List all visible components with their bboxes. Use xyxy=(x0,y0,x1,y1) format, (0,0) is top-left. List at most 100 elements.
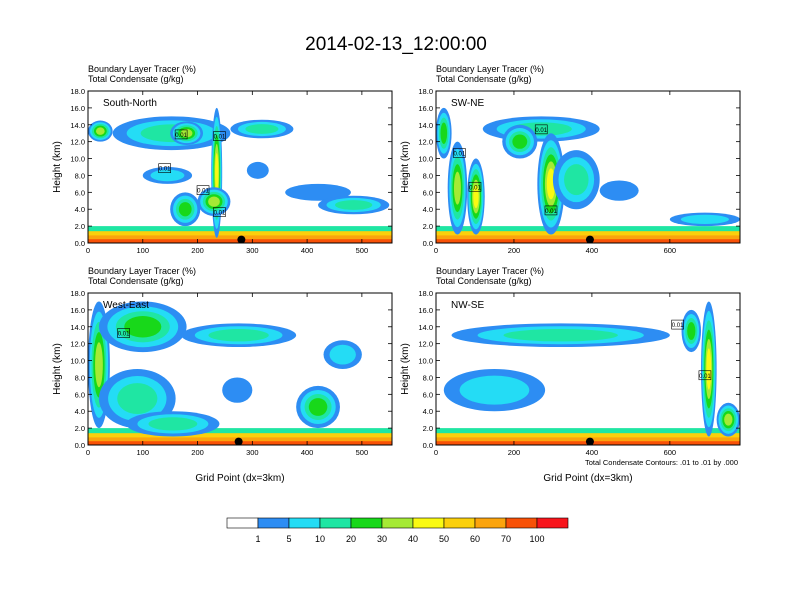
panel-west-east: 0.01 West-East Boundary Layer Tracer (%)To… xyxy=(52,266,393,484)
y-axis-title: Height (km) xyxy=(52,141,63,193)
condensate-region xyxy=(329,344,356,365)
y-tick-label: 4.0 xyxy=(75,407,85,416)
y-tick-label: 14.0 xyxy=(418,121,433,130)
condensate-region xyxy=(335,200,373,210)
location-marker xyxy=(237,235,246,243)
y-axis-title: Height (km) xyxy=(400,343,411,395)
variable-label: Total Condensate (g/kg) xyxy=(436,74,532,84)
condensate-region xyxy=(246,161,269,179)
colorbar-swatch xyxy=(350,517,383,529)
region-label: SW-NE xyxy=(451,98,484,109)
condensate-region xyxy=(473,184,479,209)
colorbar-swatch xyxy=(443,517,476,529)
contour-label: 0.01 xyxy=(175,133,187,139)
condensate-region xyxy=(687,322,696,340)
contour-label: 0.01 xyxy=(197,189,209,195)
condensate-region xyxy=(680,214,730,225)
plot-frame xyxy=(435,90,741,244)
plot-frame xyxy=(87,292,393,446)
location-marker xyxy=(585,437,594,445)
colorbar-label: 100 xyxy=(529,534,544,544)
colorbar-label: 20 xyxy=(346,534,356,544)
x-tick-label: 400 xyxy=(301,246,314,255)
y-tick-label: 4.0 xyxy=(423,407,433,416)
condensate-region xyxy=(599,180,639,201)
y-tick-label: 10.0 xyxy=(70,357,85,366)
condensate-region xyxy=(148,417,198,431)
variable-label: Total Condensate (g/kg) xyxy=(436,276,532,286)
y-tick-label: 8.0 xyxy=(423,373,433,382)
condensate-region xyxy=(124,316,162,338)
y-tick-label: 4.0 xyxy=(423,205,433,214)
condensate-region xyxy=(724,413,733,426)
y-tick-label: 16.0 xyxy=(418,104,433,113)
colorbar-swatch xyxy=(288,517,321,529)
colorbar-swatch xyxy=(319,517,352,529)
y-tick-label: 0.0 xyxy=(75,239,85,248)
x-tick-label: 300 xyxy=(246,246,259,255)
x-tick-label: 500 xyxy=(356,448,369,457)
condensate-region xyxy=(440,122,448,144)
contour-label-box xyxy=(468,181,482,192)
contour-label-box xyxy=(158,163,171,173)
region-label: NW-SE xyxy=(451,300,484,311)
variable-label: Total Condensate (g/kg) xyxy=(88,276,184,286)
plot-area: 0.01 0.01 0.01 0.01 xyxy=(436,107,740,243)
condensate-region xyxy=(215,153,219,193)
location-marker xyxy=(234,437,243,445)
condensate-region xyxy=(503,329,618,342)
condensate-region xyxy=(208,329,269,342)
condensate-region xyxy=(564,164,589,196)
colorbar-swatch xyxy=(381,517,414,529)
panel-sw-ne: 0.01 0.01 0.01 0.01 SW-NE Boundary Layer Trac… xyxy=(400,64,741,255)
y-tick-label: 0.0 xyxy=(423,239,433,248)
condensate-region xyxy=(285,183,351,201)
y-tick-label: 14.0 xyxy=(70,323,85,332)
y-tick-label: 4.0 xyxy=(75,205,85,214)
x-tick-label: 200 xyxy=(508,246,521,255)
x-tick-label: 100 xyxy=(137,246,150,255)
y-tick-label: 6.0 xyxy=(75,188,85,197)
condensate-region xyxy=(459,375,530,405)
contour-label: 0.01 xyxy=(545,209,557,215)
contour-label: 0.01 xyxy=(469,185,481,191)
colorbar-swatch xyxy=(536,517,569,529)
colorbar-swatch xyxy=(505,517,538,529)
x-tick-label: 600 xyxy=(664,448,677,457)
contour-label-box xyxy=(534,124,548,135)
y-tick-label: 0.0 xyxy=(423,441,433,450)
contour-label-box xyxy=(544,205,558,216)
condensate-region xyxy=(308,398,328,416)
variable-label: Boundary Layer Tracer (%) xyxy=(88,266,196,276)
y-axis-title: Height (km) xyxy=(52,343,63,395)
condensate-region xyxy=(180,129,193,138)
contour-label-box xyxy=(213,207,226,217)
condensate-region xyxy=(453,171,461,205)
y-tick-label: 12.0 xyxy=(70,138,85,147)
condensate-region xyxy=(245,124,279,134)
colorbar-label: 50 xyxy=(439,534,449,544)
variable-label: Boundary Layer Tracer (%) xyxy=(436,266,544,276)
y-tick-label: 10.0 xyxy=(70,155,85,164)
y-tick-label: 2.0 xyxy=(423,424,433,433)
contour-label-box xyxy=(453,148,466,158)
contour-label-box xyxy=(698,370,712,381)
y-tick-label: 12.0 xyxy=(418,138,433,147)
y-tick-label: 18.0 xyxy=(418,87,433,96)
x-tick-label: 200 xyxy=(191,246,204,255)
colorbar-swatch xyxy=(257,517,290,529)
y-tick-label: 8.0 xyxy=(75,171,85,180)
contour-label: 0.01 xyxy=(159,167,171,173)
plot-area: 0.01 xyxy=(88,301,392,445)
plot-frame xyxy=(87,90,393,244)
x-tick-label: 600 xyxy=(664,246,677,255)
x-tick-label: 0 xyxy=(434,448,438,457)
y-tick-label: 0.0 xyxy=(75,441,85,450)
condensate-region xyxy=(95,342,103,388)
y-tick-label: 2.0 xyxy=(75,424,85,433)
condensate-region xyxy=(706,348,712,390)
variable-label: Total Condensate (g/kg) xyxy=(88,74,184,84)
condensate-region xyxy=(95,127,105,135)
colorbar-swatch xyxy=(226,517,259,529)
contour-label-box xyxy=(196,185,210,195)
